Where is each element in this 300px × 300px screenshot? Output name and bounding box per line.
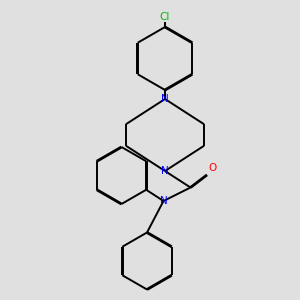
Text: N: N (161, 166, 169, 176)
Text: O: O (208, 164, 217, 173)
Text: N: N (161, 94, 169, 104)
Text: Cl: Cl (160, 12, 170, 22)
Text: N: N (160, 196, 167, 206)
